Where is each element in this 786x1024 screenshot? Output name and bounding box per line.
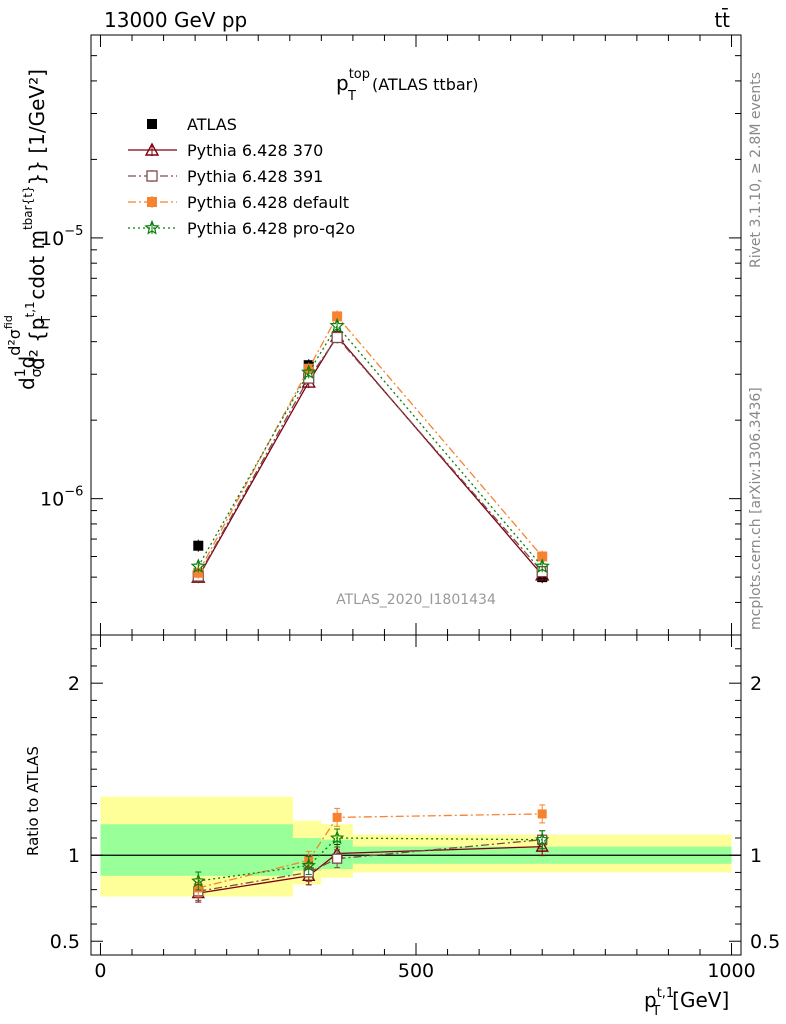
legend-label-py370: Pythia 6.428 370 bbox=[187, 141, 323, 160]
main-title-sub: T bbox=[347, 89, 356, 104]
xlabel-unit: [GeV] bbox=[672, 988, 729, 1012]
series-pydefault bbox=[193, 310, 548, 579]
xlabel-sup: t,1 bbox=[657, 986, 675, 1001]
y-tick-base: 10 bbox=[40, 489, 64, 511]
data-point-py391 bbox=[331, 331, 343, 344]
main-y-axis-label: d1σdd²σfid d² {pt,1T cdot mtbar{t}}} [1/… bbox=[2, 69, 53, 390]
data-point-pyq2o bbox=[534, 558, 550, 573]
data-point-pydefault bbox=[332, 311, 343, 322]
series-pyq2o bbox=[190, 317, 550, 573]
ratio-line-pyq2o bbox=[198, 837, 543, 882]
x-tick-label-1: 500 bbox=[398, 960, 434, 982]
main-title-sup: top bbox=[349, 67, 370, 82]
ratio-series-pyq2o bbox=[191, 828, 550, 891]
rivet-version-label: Rivet 3.1.10, ≥ 2.8M events bbox=[748, 72, 764, 268]
ylabel-denom-sup: t,1 bbox=[23, 301, 37, 317]
ylabel-sigma: σ bbox=[29, 368, 45, 377]
data-point-atlas bbox=[193, 540, 204, 551]
uncertainty-band-inner bbox=[100, 824, 293, 876]
series-line-pyq2o bbox=[197, 324, 543, 567]
legend-entry-py391: Pythia 6.428 391 bbox=[128, 167, 323, 186]
ratio-line-py370 bbox=[198, 845, 543, 894]
ratio-point-pyq2o bbox=[191, 873, 206, 888]
legend-marker-pydefault bbox=[147, 197, 157, 207]
ratio-point-pydefault bbox=[332, 812, 342, 822]
ratio-point-py370 bbox=[535, 839, 549, 852]
y-tick-label-0: 10−6 bbox=[40, 485, 83, 511]
uncertainty-band-inner bbox=[292, 838, 322, 871]
legend-entry-pydefault: Pythia 6.428 default bbox=[128, 193, 349, 212]
x-tick-label-2: 1000 bbox=[707, 960, 755, 982]
data-point-pyq2o bbox=[329, 317, 345, 333]
legend-marker-pyq2o bbox=[144, 219, 160, 235]
legend-label-pydefault: Pythia 6.428 default bbox=[187, 193, 349, 212]
analysis-watermark: ATLAS_2020_I1801434 bbox=[336, 592, 496, 608]
series-line-py370 bbox=[197, 335, 543, 578]
ratio-plot-panel: 0.5 0.5 1 1 2 2 0 500 1000 bbox=[50, 634, 780, 982]
legend-label-pyq2o: Pythia 6.428 pro-q2o bbox=[187, 219, 355, 238]
x-axis-label: pt,1 T [GeV] bbox=[644, 986, 729, 1019]
ratio-y-tick-label-left-2: 2 bbox=[68, 673, 80, 695]
legend-label-py391: Pythia 6.428 391 bbox=[187, 167, 323, 186]
ratio-line-pydefault bbox=[198, 813, 543, 889]
legend-entry-atlas: ATLAS bbox=[147, 115, 237, 134]
ylabel-one: 1 bbox=[13, 368, 29, 377]
ylabel-denom-b: cdot m bbox=[25, 230, 49, 306]
ylabel-d1: d bbox=[15, 377, 39, 390]
series-line-py391 bbox=[197, 336, 543, 577]
ylabel-d2sigma: d²σ bbox=[5, 329, 24, 356]
data-point-pyq2o bbox=[190, 558, 206, 573]
legend-label-atlas: ATLAS bbox=[187, 115, 237, 134]
header-process-label: tt̄ bbox=[714, 7, 730, 32]
y-tick-base: 10 bbox=[40, 228, 64, 250]
ylabel-denom-sup2: tbar{t} bbox=[21, 185, 35, 230]
ylabel-denom-sub: T bbox=[39, 315, 53, 324]
ratio-point-py391 bbox=[331, 853, 343, 864]
legend: ATLAS Pythia 6.428 370 Pythia 6.428 391 Pyt… bbox=[128, 115, 355, 238]
series-line-pydefault bbox=[197, 315, 543, 574]
legend-marker-atlas bbox=[147, 119, 157, 129]
data-point-pyq2o bbox=[301, 364, 317, 379]
ratio-y-tick-label-right-1: 1 bbox=[750, 845, 762, 867]
legend-marker-py391 bbox=[146, 170, 158, 182]
main-plot-panel: 10−610−5 bbox=[40, 34, 742, 636]
ratio-point-pyq2o bbox=[535, 832, 550, 846]
xlabel-sub: T bbox=[651, 1004, 660, 1019]
series-py370 bbox=[191, 328, 550, 584]
ratio-frame bbox=[90, 634, 742, 956]
ylabel-fid: fid bbox=[2, 315, 15, 329]
data-point-pydefault bbox=[193, 567, 204, 578]
legend-marker-py370 bbox=[144, 142, 160, 156]
y-tick-exponent: −5 bbox=[64, 224, 83, 239]
ratio-point-pyq2o bbox=[301, 857, 316, 872]
header-energy-label: 13000 GeV pp bbox=[104, 8, 247, 32]
ratio-point-pydefault bbox=[537, 809, 547, 819]
y-tick-exponent: −6 bbox=[64, 485, 83, 500]
legend-entry-py370: Pythia 6.428 370 bbox=[128, 141, 323, 160]
xlabel-p: p bbox=[644, 988, 657, 1012]
legend-entry-pyq2o: Pythia 6.428 pro-q2o bbox=[128, 219, 355, 238]
series-atlas bbox=[193, 330, 548, 584]
ratio-point-pyq2o bbox=[329, 830, 345, 845]
svg-text:d² {pt,1T cdot mtbar{t}}} [1/G: d² {pt,1T cdot mtbar{t}}} [1/GeV²] bbox=[21, 69, 53, 370]
svg-text:d1σdd²σfid: d1σdd²σfid bbox=[2, 315, 45, 390]
ratio-line-py391 bbox=[198, 839, 543, 892]
series-py391 bbox=[192, 331, 548, 583]
mcplots-label: mcplots.cern.ch [arXiv:1306.3436] bbox=[748, 387, 764, 630]
ratio-y-tick-label-left-1: 1 bbox=[68, 845, 80, 867]
y-tick-label-1: 10−5 bbox=[40, 224, 83, 250]
ratio-y-tick-label-left-0: 0.5 bbox=[50, 931, 80, 953]
main-title-rest: (ATLAS ttbar) bbox=[372, 75, 479, 94]
ratio-y-tick-label-right-2: 2 bbox=[750, 673, 762, 695]
ratio-y-tick-label-right-0: 0.5 bbox=[750, 931, 780, 953]
ylabel-denom-c: }} [1/GeV²] bbox=[25, 69, 49, 185]
ratio-y-axis-label: Ratio to ATLAS bbox=[24, 746, 42, 856]
ylabel-denom-a: d² {p bbox=[25, 318, 49, 371]
x-tick-label-0: 0 bbox=[94, 960, 106, 982]
main-title-p: p bbox=[336, 71, 349, 95]
ylabel-d2: d bbox=[15, 356, 39, 369]
data-point-pydefault bbox=[537, 551, 548, 562]
main-title: ptop T (ATLAS ttbar) bbox=[336, 67, 478, 104]
